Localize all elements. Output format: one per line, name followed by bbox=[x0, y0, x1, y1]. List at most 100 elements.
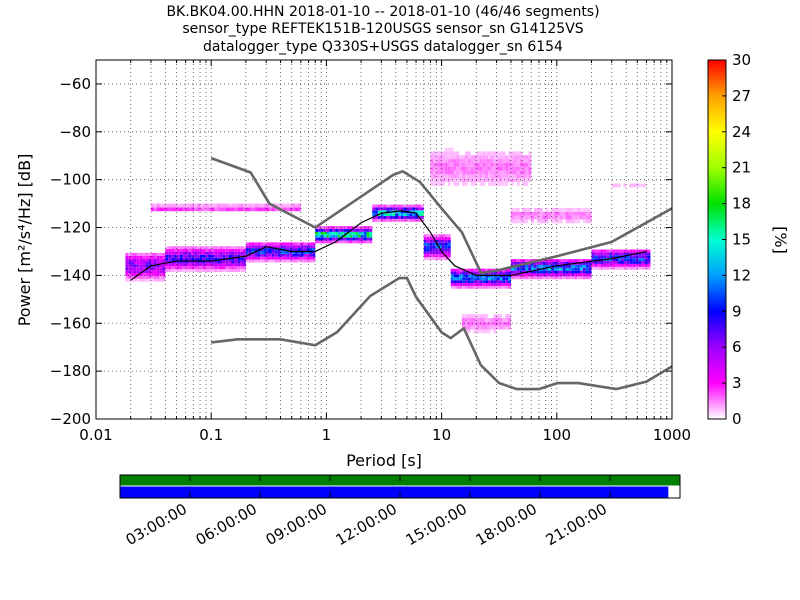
density-cell bbox=[162, 267, 166, 271]
density-cell bbox=[465, 285, 468, 289]
density-cell bbox=[447, 248, 451, 252]
density-cell bbox=[153, 252, 157, 256]
density-cell bbox=[623, 252, 627, 256]
density-cell bbox=[462, 174, 465, 179]
density-cell bbox=[277, 253, 281, 257]
density-cell bbox=[392, 207, 396, 211]
density-cell bbox=[456, 174, 460, 179]
density-cell bbox=[485, 159, 489, 163]
density-cell bbox=[441, 245, 445, 249]
density-cell bbox=[438, 234, 442, 238]
density-cell bbox=[240, 263, 244, 267]
density-cell bbox=[194, 254, 197, 258]
density-cell bbox=[159, 267, 163, 271]
density-cell bbox=[191, 263, 195, 267]
density-cell bbox=[470, 162, 474, 167]
density-cell bbox=[505, 318, 509, 322]
density-cell bbox=[516, 262, 520, 265]
density-cell bbox=[335, 237, 339, 241]
density-cell bbox=[400, 213, 404, 217]
density-cell bbox=[516, 159, 520, 163]
density-cell bbox=[551, 276, 555, 280]
density-cell bbox=[318, 231, 321, 235]
density-cell bbox=[274, 203, 278, 208]
density-cell bbox=[139, 278, 143, 282]
density-cell bbox=[528, 211, 532, 216]
density-cell bbox=[292, 245, 296, 249]
density-cell bbox=[228, 263, 232, 267]
density-cell bbox=[352, 234, 356, 238]
density-cell bbox=[493, 151, 497, 156]
density-cell bbox=[488, 178, 491, 183]
density-cell bbox=[271, 248, 275, 251]
density-cell bbox=[485, 277, 489, 281]
density-cell bbox=[202, 263, 206, 267]
density-cell bbox=[493, 325, 497, 330]
density-cell bbox=[626, 252, 630, 256]
density-cell bbox=[346, 228, 350, 232]
density-cell bbox=[220, 249, 223, 252]
density-cell bbox=[240, 246, 244, 250]
density-cell bbox=[510, 267, 514, 271]
density-cell bbox=[430, 151, 434, 156]
density-cell bbox=[539, 219, 543, 224]
density-cell bbox=[156, 252, 160, 256]
density-cell bbox=[176, 246, 180, 250]
density-cell bbox=[502, 159, 506, 163]
density-cell bbox=[214, 249, 218, 252]
density-cell bbox=[502, 182, 506, 186]
density-cell bbox=[467, 318, 471, 322]
density-cell bbox=[594, 258, 598, 262]
density-cell bbox=[220, 251, 223, 255]
density-cell bbox=[476, 162, 480, 167]
density-cell bbox=[579, 267, 583, 271]
density-cell bbox=[289, 248, 293, 251]
density-cell bbox=[199, 257, 203, 261]
density-cell bbox=[554, 273, 557, 277]
density-cell bbox=[297, 248, 301, 251]
density-cell bbox=[519, 273, 523, 277]
density-cell bbox=[182, 266, 186, 270]
density-cell bbox=[392, 213, 396, 217]
density-cell bbox=[588, 270, 592, 274]
density-cell bbox=[151, 267, 154, 271]
density-cell bbox=[536, 207, 540, 212]
density-cell bbox=[125, 267, 129, 271]
density-cell bbox=[459, 170, 463, 175]
density-cell bbox=[326, 228, 330, 232]
density-cell bbox=[496, 162, 500, 167]
density-cell bbox=[280, 253, 284, 257]
density-cell bbox=[271, 245, 275, 249]
density-cell bbox=[482, 162, 486, 167]
density-cell bbox=[647, 255, 651, 259]
density-cell bbox=[542, 267, 546, 271]
density-cell bbox=[488, 268, 491, 272]
density-cell bbox=[620, 263, 624, 267]
density-cell bbox=[231, 263, 235, 267]
density-cell bbox=[496, 321, 500, 326]
density-cell bbox=[441, 182, 445, 186]
density-cell bbox=[482, 314, 485, 318]
density-cell bbox=[165, 257, 169, 261]
density-cell bbox=[591, 255, 595, 259]
density-cell bbox=[588, 219, 592, 224]
density-cell bbox=[502, 283, 506, 286]
density-cell bbox=[240, 269, 244, 273]
density-cell bbox=[464, 318, 468, 322]
density-cell bbox=[453, 283, 457, 286]
density-cell bbox=[556, 215, 560, 220]
density-cell bbox=[168, 249, 172, 252]
density-cell bbox=[444, 245, 448, 249]
density-cell bbox=[254, 207, 258, 212]
density-cell bbox=[148, 278, 152, 282]
density-cell bbox=[196, 269, 200, 273]
density-cell bbox=[453, 274, 457, 278]
density-cell bbox=[225, 246, 229, 250]
density-cell bbox=[136, 270, 140, 273]
density-cell bbox=[312, 250, 316, 254]
density-cell bbox=[196, 246, 200, 250]
density-cell bbox=[420, 204, 424, 208]
density-cell bbox=[505, 166, 509, 171]
density-cell bbox=[438, 242, 442, 246]
density-cell bbox=[485, 170, 489, 175]
